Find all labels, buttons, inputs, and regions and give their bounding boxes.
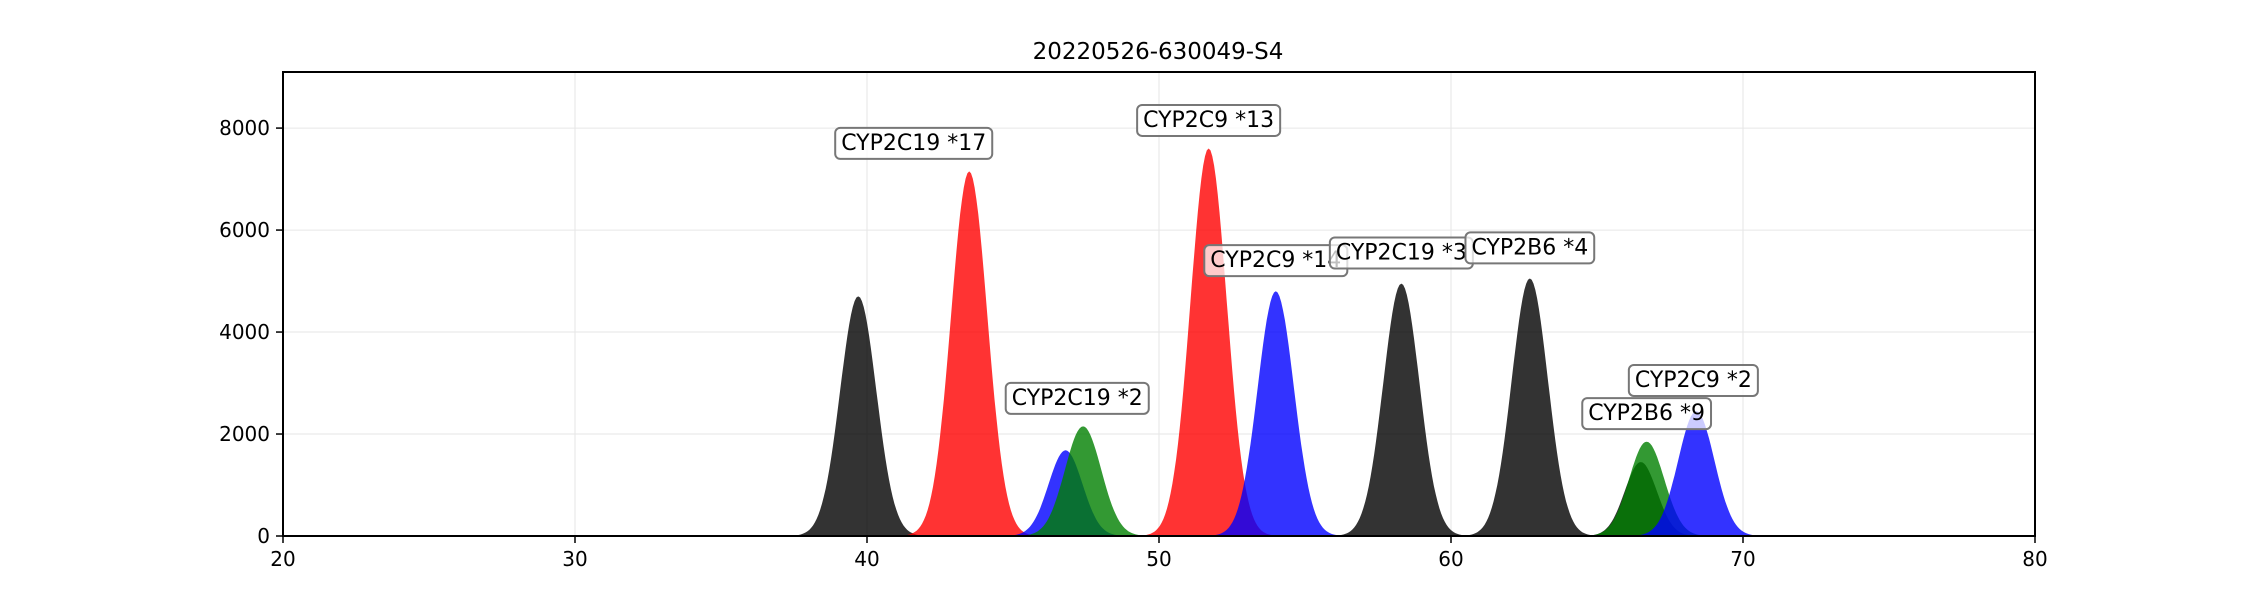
blue-peak <box>1194 291 1358 536</box>
annotation-label: CYP2B6 *9 <box>1588 401 1705 426</box>
y-tick-label: 6000 <box>219 218 270 242</box>
x-tick-label: 50 <box>1146 547 1171 571</box>
peak-annotation: CYP2B6 *4 <box>1464 231 1596 265</box>
y-tick-label: 8000 <box>219 116 270 140</box>
annotation-label: CYP2C9 *13 <box>1143 108 1274 133</box>
peak-annotation: CYP2C19 *3 <box>1328 236 1474 270</box>
black-peak <box>1448 278 1612 536</box>
black-peak <box>1319 283 1483 536</box>
peak-annotation: CYP2B6 *9 <box>1581 397 1713 431</box>
peak-annotation: CYP2C9 *2 <box>1627 363 1759 397</box>
y-tick-label: 2000 <box>219 422 270 446</box>
annotation-label: CYP2C9 *14 <box>1210 248 1341 273</box>
x-tick-label: 40 <box>854 547 879 571</box>
annotation-label: CYP2C9 *2 <box>1635 368 1752 393</box>
grid <box>282 72 2036 537</box>
annotation-label: CYP2C19 *17 <box>841 131 986 156</box>
green-peak <box>1567 441 1726 536</box>
plot-area <box>776 148 1778 536</box>
peak-annotation: CYP2C9 *13 <box>1136 103 1282 137</box>
x-tick-label: 20 <box>270 547 295 571</box>
peak-annotation: CYP2C19 *2 <box>1004 381 1150 415</box>
blue-peak <box>1614 411 1778 536</box>
annotation-label: CYP2C19 *3 <box>1336 241 1467 266</box>
y-tick-label: 0 <box>257 524 270 548</box>
axes: 20 30 40 50 60 70 80 0 2000 4000 6000 8000 <box>219 116 2048 571</box>
green-peak <box>1001 426 1165 536</box>
peak-annotation: CYP2C9 *14 <box>1203 244 1349 278</box>
annotation-box <box>1464 231 1596 265</box>
annotation-box <box>1136 103 1282 137</box>
annotation-box <box>1004 381 1150 415</box>
peak-annotation: CYP2C19 *17 <box>834 126 994 160</box>
chart-title: 20220526-630049-S4 <box>1033 39 1284 65</box>
red-peak <box>1127 148 1291 536</box>
annotation-box <box>1581 397 1713 431</box>
annotation-box <box>834 126 994 160</box>
x-tick-label: 80 <box>2022 547 2047 571</box>
y-tick-label: 4000 <box>219 320 270 344</box>
x-tick-label: 30 <box>562 547 587 571</box>
annotation-label: CYP2C19 *2 <box>1012 386 1143 411</box>
x-tick-label: 60 <box>1438 547 1463 571</box>
annotation-box <box>1627 363 1759 397</box>
red-peak <box>887 171 1051 536</box>
black-peak <box>776 296 940 536</box>
x-tick-label: 70 <box>1730 547 1755 571</box>
annotation-label: CYP2B6 *4 <box>1471 235 1588 260</box>
